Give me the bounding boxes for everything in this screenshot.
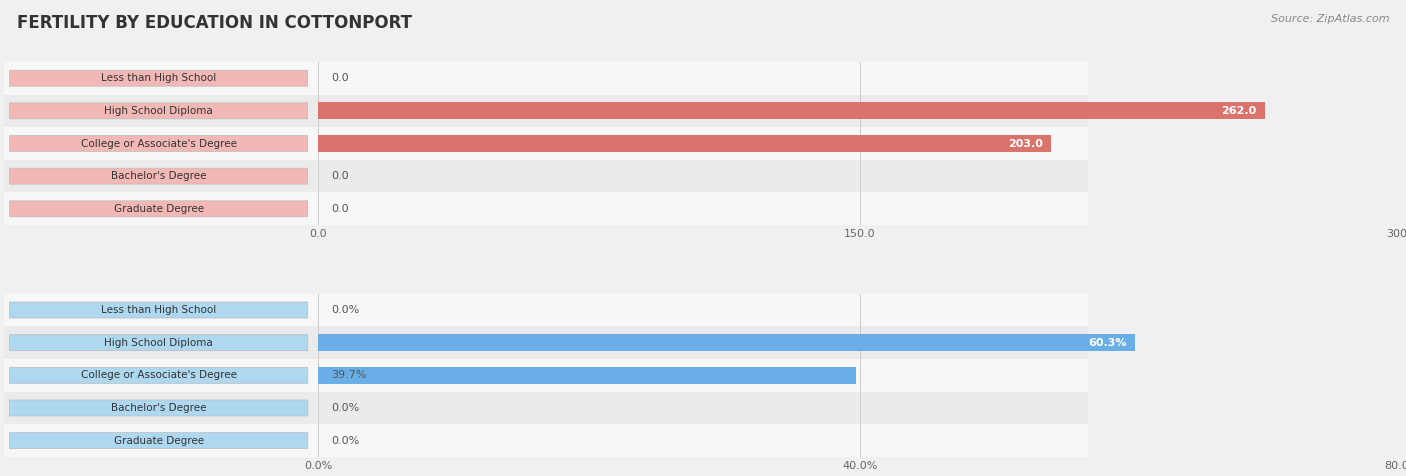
Text: 0.0: 0.0 bbox=[332, 204, 349, 214]
Bar bbox=[4, 294, 1088, 327]
Bar bbox=[4, 127, 1088, 160]
Text: 0.0: 0.0 bbox=[332, 171, 349, 181]
Bar bbox=[4, 95, 1088, 127]
Text: 0.0%: 0.0% bbox=[332, 403, 360, 413]
FancyBboxPatch shape bbox=[10, 335, 308, 351]
Bar bbox=[318, 102, 1264, 119]
Text: High School Diploma: High School Diploma bbox=[104, 337, 212, 347]
Text: Graduate Degree: Graduate Degree bbox=[114, 436, 204, 446]
Text: College or Associate's Degree: College or Associate's Degree bbox=[80, 370, 236, 380]
Text: Bachelor's Degree: Bachelor's Degree bbox=[111, 171, 207, 181]
Text: 39.7%: 39.7% bbox=[332, 370, 367, 380]
Text: 0.0%: 0.0% bbox=[332, 305, 360, 315]
Text: Graduate Degree: Graduate Degree bbox=[114, 204, 204, 214]
Bar bbox=[4, 424, 1088, 457]
Text: 0.0: 0.0 bbox=[332, 73, 349, 83]
Bar bbox=[4, 192, 1088, 225]
FancyBboxPatch shape bbox=[10, 136, 308, 151]
Text: High School Diploma: High School Diploma bbox=[104, 106, 212, 116]
FancyBboxPatch shape bbox=[10, 201, 308, 217]
Text: College or Associate's Degree: College or Associate's Degree bbox=[80, 139, 236, 149]
Text: 0.0%: 0.0% bbox=[332, 436, 360, 446]
Text: Bachelor's Degree: Bachelor's Degree bbox=[111, 403, 207, 413]
FancyBboxPatch shape bbox=[10, 168, 308, 184]
Bar bbox=[318, 135, 1052, 152]
FancyBboxPatch shape bbox=[10, 70, 308, 86]
Text: Less than High School: Less than High School bbox=[101, 305, 217, 315]
Text: 203.0: 203.0 bbox=[1008, 139, 1043, 149]
Bar bbox=[318, 334, 1135, 351]
FancyBboxPatch shape bbox=[10, 433, 308, 449]
Text: Source: ZipAtlas.com: Source: ZipAtlas.com bbox=[1271, 14, 1389, 24]
Bar bbox=[4, 327, 1088, 359]
Bar bbox=[4, 392, 1088, 424]
Text: FERTILITY BY EDUCATION IN COTTONPORT: FERTILITY BY EDUCATION IN COTTONPORT bbox=[17, 14, 412, 32]
Text: 262.0: 262.0 bbox=[1220, 106, 1256, 116]
Bar bbox=[4, 359, 1088, 392]
Bar bbox=[4, 160, 1088, 192]
FancyBboxPatch shape bbox=[10, 103, 308, 119]
Bar bbox=[4, 62, 1088, 95]
Text: 60.3%: 60.3% bbox=[1088, 337, 1126, 347]
FancyBboxPatch shape bbox=[10, 400, 308, 416]
Bar bbox=[318, 367, 856, 384]
Text: Less than High School: Less than High School bbox=[101, 73, 217, 83]
FancyBboxPatch shape bbox=[10, 302, 308, 318]
FancyBboxPatch shape bbox=[10, 367, 308, 383]
